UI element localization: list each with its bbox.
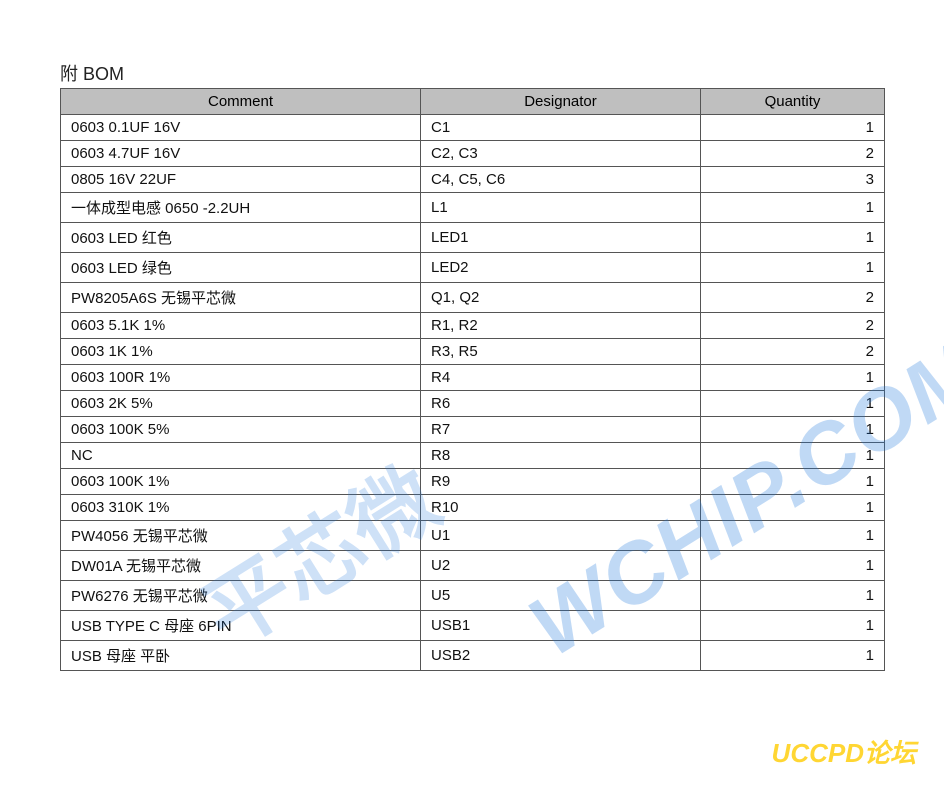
cell-comment: DW01A 无锡平芯微 <box>61 551 421 581</box>
cell-quantity: 1 <box>701 581 885 611</box>
cell-comment: 0603 100R 1% <box>61 365 421 391</box>
table-row: NCR81 <box>61 443 885 469</box>
col-header-comment: Comment <box>61 89 421 115</box>
table-row: USB TYPE C 母座 6PINUSB11 <box>61 611 885 641</box>
cell-designator: C2, C3 <box>421 141 701 167</box>
cell-designator: L1 <box>421 193 701 223</box>
cell-quantity: 2 <box>701 283 885 313</box>
cell-quantity: 1 <box>701 253 885 283</box>
cell-quantity: 1 <box>701 611 885 641</box>
cell-designator: R7 <box>421 417 701 443</box>
table-row: 0603 1K 1%R3, R52 <box>61 339 885 365</box>
table-row: 0603 LED 绿色LED21 <box>61 253 885 283</box>
cell-designator: R9 <box>421 469 701 495</box>
cell-comment: 一体成型电感 0650 -2.2UH <box>61 193 421 223</box>
cell-designator: U2 <box>421 551 701 581</box>
cell-quantity: 1 <box>701 521 885 551</box>
table-row: 0603 0.1UF 16VC11 <box>61 115 885 141</box>
table-header: Comment Designator Quantity <box>61 89 885 115</box>
cell-quantity: 1 <box>701 223 885 253</box>
page: 附 BOM WCHIP.COM 平芯微 Comment Designator Q… <box>0 0 944 790</box>
cell-quantity: 2 <box>701 339 885 365</box>
cell-comment: 0603 2K 5% <box>61 391 421 417</box>
cell-quantity: 1 <box>701 391 885 417</box>
cell-designator: R4 <box>421 365 701 391</box>
col-header-quantity: Quantity <box>701 89 885 115</box>
cell-quantity: 2 <box>701 141 885 167</box>
cell-quantity: 1 <box>701 495 885 521</box>
cell-quantity: 1 <box>701 365 885 391</box>
table-row: PW8205A6S 无锡平芯微Q1, Q22 <box>61 283 885 313</box>
cell-comment: 0603 310K 1% <box>61 495 421 521</box>
table-row: 0603 310K 1%R101 <box>61 495 885 521</box>
cell-quantity: 1 <box>701 469 885 495</box>
table-row: USB 母座 平卧USB21 <box>61 641 885 671</box>
cell-comment: 0603 100K 5% <box>61 417 421 443</box>
cell-quantity: 2 <box>701 313 885 339</box>
cell-designator: R3, R5 <box>421 339 701 365</box>
cell-designator: USB2 <box>421 641 701 671</box>
cell-comment: 0603 LED 红色 <box>61 223 421 253</box>
cell-quantity: 1 <box>701 551 885 581</box>
cell-designator: U5 <box>421 581 701 611</box>
cell-designator: LED1 <box>421 223 701 253</box>
col-header-designator: Designator <box>421 89 701 115</box>
cell-comment: PW8205A6S 无锡平芯微 <box>61 283 421 313</box>
table-row: 0805 16V 22UFC4, C5, C63 <box>61 167 885 193</box>
cell-designator: C1 <box>421 115 701 141</box>
table-row: 0603 4.7UF 16VC2, C32 <box>61 141 885 167</box>
cell-comment: 0603 5.1K 1% <box>61 313 421 339</box>
cell-comment: 0805 16V 22UF <box>61 167 421 193</box>
table-row: DW01A 无锡平芯微U21 <box>61 551 885 581</box>
cell-designator: U1 <box>421 521 701 551</box>
cell-comment: 0603 LED 绿色 <box>61 253 421 283</box>
cell-designator: R6 <box>421 391 701 417</box>
table-row: 0603 100R 1%R41 <box>61 365 885 391</box>
cell-designator: R1, R2 <box>421 313 701 339</box>
cell-comment: USB TYPE C 母座 6PIN <box>61 611 421 641</box>
table-row: 0603 100K 1%R91 <box>61 469 885 495</box>
bom-table: Comment Designator Quantity 0603 0.1UF 1… <box>60 88 885 671</box>
cell-designator: R8 <box>421 443 701 469</box>
cell-comment: 0603 100K 1% <box>61 469 421 495</box>
cell-comment: PW6276 无锡平芯微 <box>61 581 421 611</box>
cell-comment: 0603 4.7UF 16V <box>61 141 421 167</box>
cell-quantity: 1 <box>701 115 885 141</box>
table-row: 0603 LED 红色LED11 <box>61 223 885 253</box>
table-row: 一体成型电感 0650 -2.2UHL11 <box>61 193 885 223</box>
cell-quantity: 1 <box>701 417 885 443</box>
table-row: PW6276 无锡平芯微U51 <box>61 581 885 611</box>
footer-watermark: UCCPD论坛 <box>772 733 916 770</box>
cell-designator: Q1, Q2 <box>421 283 701 313</box>
cell-quantity: 1 <box>701 641 885 671</box>
cell-comment: PW4056 无锡平芯微 <box>61 521 421 551</box>
cell-quantity: 1 <box>701 193 885 223</box>
cell-quantity: 1 <box>701 443 885 469</box>
cell-comment: USB 母座 平卧 <box>61 641 421 671</box>
cell-comment: 0603 1K 1% <box>61 339 421 365</box>
table-row: 0603 2K 5%R61 <box>61 391 885 417</box>
table-row: 0603 100K 5%R71 <box>61 417 885 443</box>
table-row: 0603 5.1K 1%R1, R22 <box>61 313 885 339</box>
cell-designator: C4, C5, C6 <box>421 167 701 193</box>
table-row: PW4056 无锡平芯微U11 <box>61 521 885 551</box>
cell-designator: LED2 <box>421 253 701 283</box>
cell-quantity: 3 <box>701 167 885 193</box>
cell-designator: R10 <box>421 495 701 521</box>
page-title: 附 BOM <box>60 60 124 86</box>
cell-designator: USB1 <box>421 611 701 641</box>
cell-comment: 0603 0.1UF 16V <box>61 115 421 141</box>
table-body: 0603 0.1UF 16VC110603 4.7UF 16VC2, C3208… <box>61 115 885 671</box>
cell-comment: NC <box>61 443 421 469</box>
